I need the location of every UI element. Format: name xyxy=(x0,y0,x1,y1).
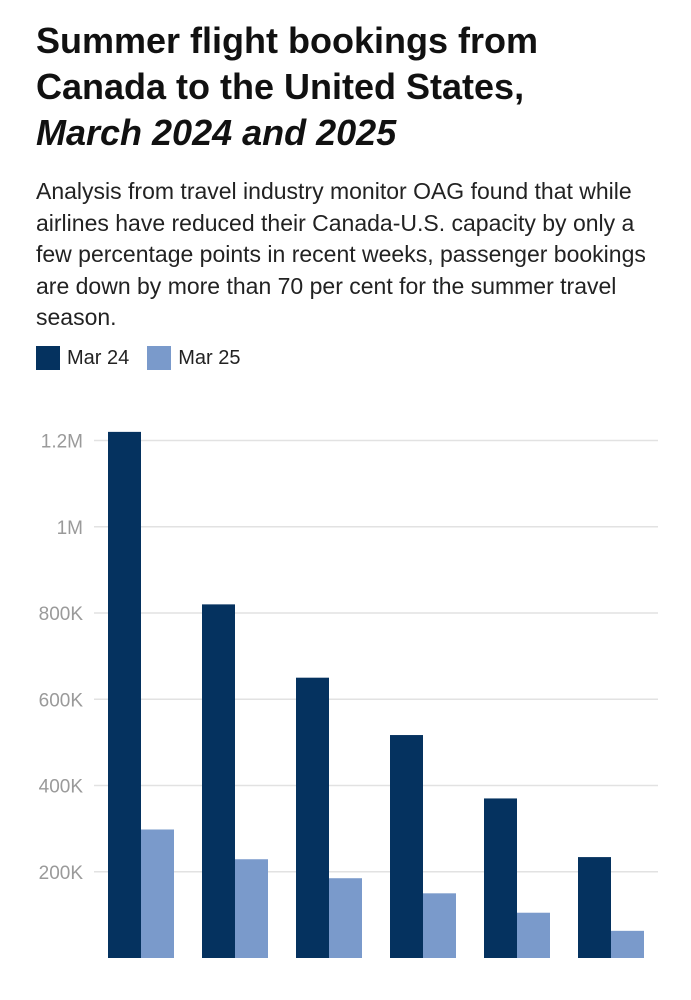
chart-legend: Mar 24 Mar 25 xyxy=(36,343,259,373)
y-tick-label: 800K xyxy=(39,604,84,625)
bar-chart: 200K 400K 600K 800K 1M 1.2M xyxy=(39,431,658,958)
bar-mar-25 xyxy=(423,893,456,958)
bar-mar-25 xyxy=(611,930,644,958)
y-tick-label: 1.2M xyxy=(41,432,83,453)
legend-item-mar-25: Mar 25 xyxy=(147,346,241,370)
bar-mar-24 xyxy=(202,604,235,958)
bar-mar-24 xyxy=(296,677,329,958)
bar-mar-25 xyxy=(235,859,268,958)
bar-mar-24 xyxy=(390,735,423,958)
bar-mar-24 xyxy=(484,798,517,958)
bar-mar-24 xyxy=(108,431,141,958)
y-tick-label: 200K xyxy=(39,863,84,884)
legend-swatch-mar-25 xyxy=(147,346,172,370)
legend-label-mar-25: Mar 25 xyxy=(178,346,241,369)
bar-mar-25 xyxy=(329,878,362,958)
bar-mar-24 xyxy=(578,857,611,958)
y-tick-label: 1M xyxy=(57,518,83,539)
legend-label-mar-24: Mar 24 xyxy=(67,346,130,369)
title-line-3: March 2024 and 2025 xyxy=(36,112,397,153)
legend-item-mar-24: Mar 24 xyxy=(36,346,129,370)
legend-swatch-mar-24 xyxy=(36,346,60,370)
y-tick-label: 400K xyxy=(39,777,84,798)
y-tick-label: 600K xyxy=(39,690,84,711)
bar-mar-25 xyxy=(517,912,550,958)
title-line-1: Summer flight bookings from xyxy=(36,20,539,61)
bar-mar-25 xyxy=(141,829,174,958)
title-line-2: Canada to the United States, xyxy=(36,66,525,107)
chart-description: Analysis from travel industry monitor OA… xyxy=(36,178,646,330)
chart-title: Summer flight bookings from Canada to th… xyxy=(36,18,676,156)
